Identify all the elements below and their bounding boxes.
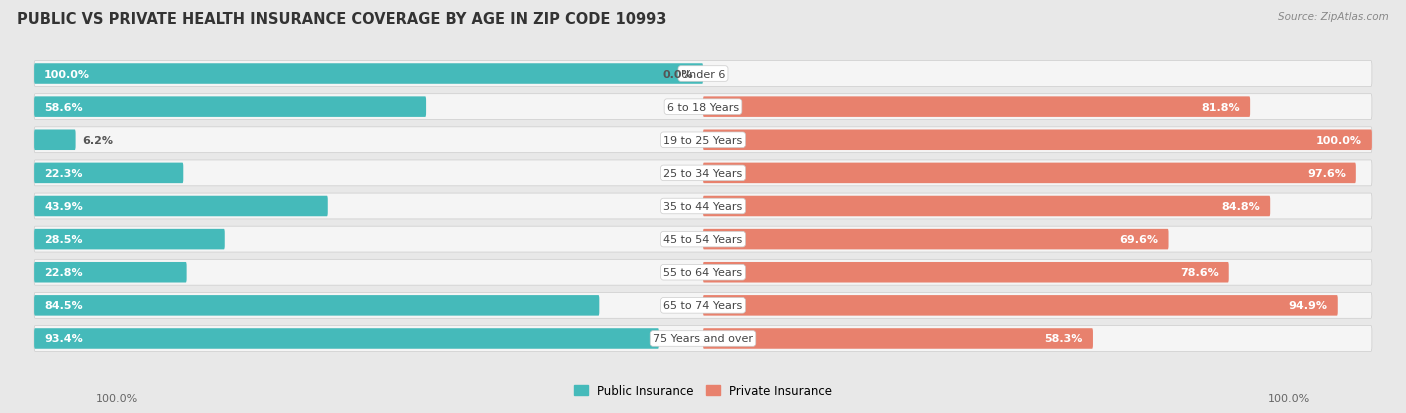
Text: 84.5%: 84.5%	[44, 301, 83, 311]
Text: 19 to 25 Years: 19 to 25 Years	[664, 135, 742, 145]
FancyBboxPatch shape	[703, 196, 1270, 217]
FancyBboxPatch shape	[703, 295, 1337, 316]
Text: 97.6%: 97.6%	[1308, 169, 1346, 178]
FancyBboxPatch shape	[34, 128, 1372, 153]
FancyBboxPatch shape	[703, 328, 1092, 349]
FancyBboxPatch shape	[34, 326, 1372, 351]
Text: 81.8%: 81.8%	[1202, 102, 1240, 112]
FancyBboxPatch shape	[34, 161, 1372, 186]
Text: 93.4%: 93.4%	[44, 334, 83, 344]
FancyBboxPatch shape	[34, 196, 328, 217]
Text: 25 to 34 Years: 25 to 34 Years	[664, 169, 742, 178]
Text: 55 to 64 Years: 55 to 64 Years	[664, 268, 742, 278]
Text: 22.8%: 22.8%	[44, 268, 83, 278]
Text: 45 to 54 Years: 45 to 54 Years	[664, 235, 742, 244]
FancyBboxPatch shape	[703, 229, 1168, 250]
Text: 58.3%: 58.3%	[1045, 334, 1083, 344]
Text: 58.6%: 58.6%	[44, 102, 83, 112]
FancyBboxPatch shape	[703, 130, 1372, 151]
Text: 65 to 74 Years: 65 to 74 Years	[664, 301, 742, 311]
FancyBboxPatch shape	[34, 163, 183, 184]
FancyBboxPatch shape	[34, 64, 703, 85]
Legend: Public Insurance, Private Insurance: Public Insurance, Private Insurance	[569, 379, 837, 401]
Text: 6 to 18 Years: 6 to 18 Years	[666, 102, 740, 112]
Text: 69.6%: 69.6%	[1119, 235, 1159, 244]
Text: PUBLIC VS PRIVATE HEALTH INSURANCE COVERAGE BY AGE IN ZIP CODE 10993: PUBLIC VS PRIVATE HEALTH INSURANCE COVER…	[17, 12, 666, 27]
Text: Under 6: Under 6	[681, 69, 725, 79]
Text: 100.0%: 100.0%	[96, 393, 138, 403]
FancyBboxPatch shape	[34, 194, 1372, 219]
FancyBboxPatch shape	[703, 97, 1250, 118]
Text: 28.5%: 28.5%	[44, 235, 83, 244]
Text: 0.0%: 0.0%	[662, 69, 693, 79]
FancyBboxPatch shape	[34, 130, 76, 151]
Text: 43.9%: 43.9%	[44, 202, 83, 211]
FancyBboxPatch shape	[34, 97, 426, 118]
Text: 100.0%: 100.0%	[44, 69, 90, 79]
Text: 6.2%: 6.2%	[83, 135, 114, 145]
FancyBboxPatch shape	[34, 293, 1372, 318]
FancyBboxPatch shape	[34, 62, 1372, 87]
FancyBboxPatch shape	[34, 328, 659, 349]
FancyBboxPatch shape	[34, 262, 187, 283]
Text: 84.8%: 84.8%	[1222, 202, 1260, 211]
FancyBboxPatch shape	[703, 163, 1355, 184]
FancyBboxPatch shape	[34, 295, 599, 316]
Text: 78.6%: 78.6%	[1180, 268, 1219, 278]
FancyBboxPatch shape	[34, 227, 1372, 252]
Text: 22.3%: 22.3%	[44, 169, 83, 178]
Text: 100.0%: 100.0%	[1268, 393, 1310, 403]
Text: 75 Years and over: 75 Years and over	[652, 334, 754, 344]
FancyBboxPatch shape	[34, 229, 225, 250]
Text: 35 to 44 Years: 35 to 44 Years	[664, 202, 742, 211]
FancyBboxPatch shape	[34, 95, 1372, 120]
Text: 100.0%: 100.0%	[1316, 135, 1362, 145]
FancyBboxPatch shape	[34, 260, 1372, 285]
Text: 94.9%: 94.9%	[1289, 301, 1327, 311]
Text: Source: ZipAtlas.com: Source: ZipAtlas.com	[1278, 12, 1389, 22]
FancyBboxPatch shape	[703, 262, 1229, 283]
